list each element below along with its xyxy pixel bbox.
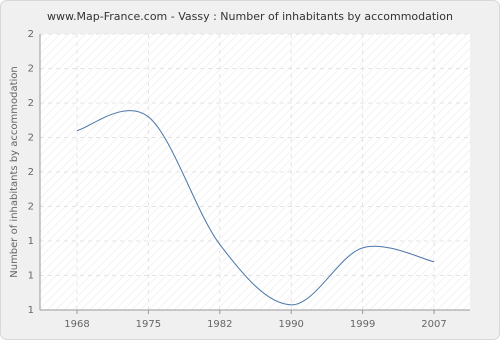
x-tick-label: 1999 [350, 319, 375, 330]
line [76, 110, 435, 306]
y-tick-label: 2 [28, 29, 34, 40]
y-tick-label: 1 [28, 305, 34, 316]
y-tick-label: 2 [28, 167, 34, 178]
y-tick-label: 2 [28, 98, 34, 109]
chart-title: www.Map-France.com - Vassy : Number of i… [47, 10, 453, 23]
y-tick-label: 1 [28, 271, 34, 282]
y-tick-label: 2 [28, 202, 34, 213]
x-tick-label: 2007 [421, 319, 446, 330]
x-tick-label: 1975 [136, 319, 161, 330]
x-tick-label: 1968 [64, 319, 89, 330]
x-tick-label: 1982 [207, 319, 232, 330]
y-axis-label: Number of inhabitants by accommodation [9, 66, 20, 278]
plot-area [40, 34, 470, 310]
y-tick-label: 1 [28, 236, 34, 247]
y-tick-label: 2 [28, 133, 34, 144]
y-tick-label: 2 [28, 64, 34, 75]
x-tick-label: 1990 [278, 319, 303, 330]
